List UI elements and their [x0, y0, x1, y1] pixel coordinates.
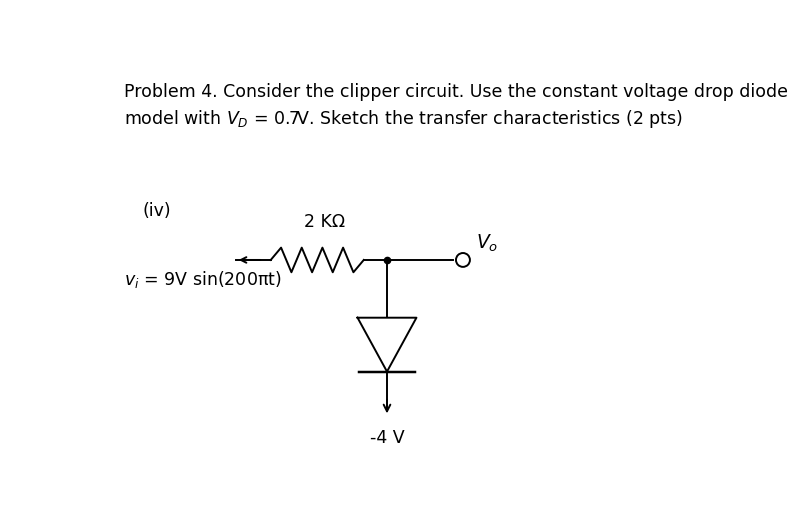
Text: 2 KΩ: 2 KΩ [305, 213, 346, 231]
Text: $v_i$ = 9V sin(200πt): $v_i$ = 9V sin(200πt) [124, 269, 282, 290]
Polygon shape [358, 317, 416, 372]
Text: model with $V_D$ = 0.7V. Sketch the transfer characteristics (2 pts): model with $V_D$ = 0.7V. Sketch the tran… [124, 108, 683, 130]
Text: (iv): (iv) [143, 202, 172, 220]
Text: Problem 4. Consider the clipper circuit. Use the constant voltage drop diode: Problem 4. Consider the clipper circuit.… [124, 83, 788, 101]
Text: -4 V: -4 V [370, 429, 404, 447]
Text: $V_o$: $V_o$ [476, 233, 498, 254]
